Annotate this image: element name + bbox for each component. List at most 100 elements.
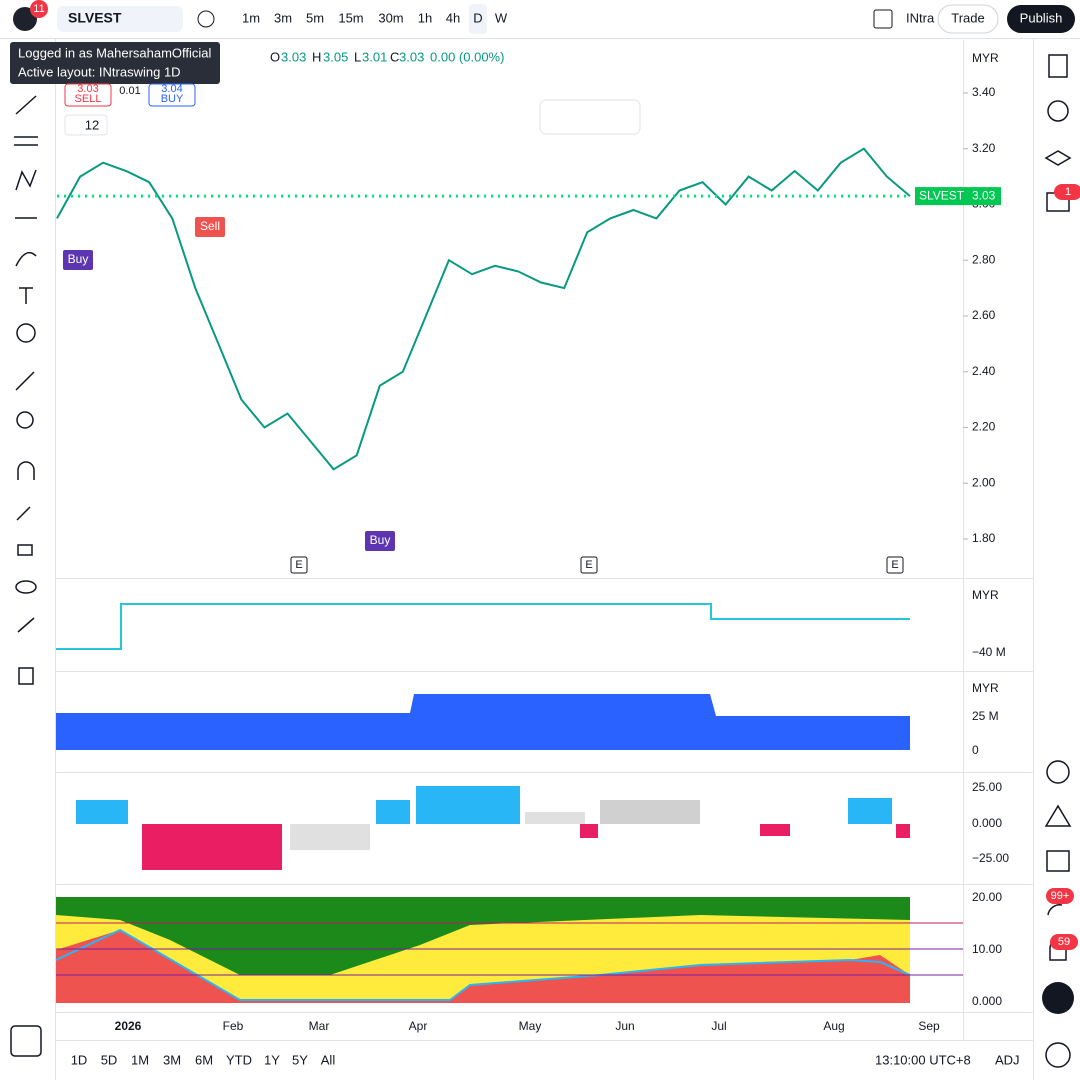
earnings-box bbox=[290, 556, 308, 574]
signal-label: Sell bbox=[200, 219, 220, 233]
interval[interactable]: 3m bbox=[274, 10, 292, 25]
trade-label[interactable]: Trade bbox=[951, 10, 984, 25]
layout-icon[interactable] bbox=[873, 9, 893, 29]
tooltip-user: Logged in as MahersahamOfficial bbox=[18, 45, 212, 60]
pane3-area bbox=[56, 694, 910, 750]
range-button[interactable]: 1D bbox=[71, 1052, 88, 1067]
buy-button[interactable] bbox=[148, 83, 196, 107]
l-value: 3.01 bbox=[362, 49, 387, 64]
apps-button[interactable] bbox=[1042, 982, 1074, 1014]
x-tick-label: Jul bbox=[711, 1019, 726, 1033]
badges: 1 99+ 59 bbox=[1046, 184, 1080, 950]
x-tick-label: Feb bbox=[223, 1019, 244, 1033]
price-tag-name: SLVEST bbox=[919, 188, 965, 202]
badge-count: 1 bbox=[1065, 186, 1071, 198]
h-label: H bbox=[312, 49, 321, 64]
y-tick-label: 2.80 bbox=[972, 252, 996, 266]
price-tag-value: 3.03 bbox=[972, 188, 996, 202]
range-button[interactable]: 5D bbox=[101, 1052, 118, 1067]
badge bbox=[30, 0, 48, 18]
range-button[interactable]: YTD bbox=[226, 1052, 252, 1067]
pane-tick-label: −25.00 bbox=[972, 851, 1009, 865]
y-tick-label: 2.20 bbox=[972, 420, 996, 434]
buy-label[interactable]: BUY bbox=[161, 93, 184, 105]
interval[interactable]: 15m bbox=[338, 10, 363, 25]
x-tick-label: May bbox=[519, 1019, 542, 1033]
frame bbox=[0, 38, 1080, 1080]
clock: 13:10:00 UTC+8 bbox=[875, 1052, 971, 1067]
badge bbox=[1054, 184, 1080, 200]
y-tick-label: 2.00 bbox=[972, 475, 996, 489]
trade-button[interactable] bbox=[937, 4, 999, 34]
symbol[interactable]: SLVEST bbox=[68, 10, 122, 26]
x-tick-label: Jun bbox=[615, 1019, 634, 1033]
earnings-box bbox=[580, 556, 598, 574]
signal-box bbox=[365, 531, 395, 551]
interval[interactable]: W bbox=[495, 10, 508, 25]
currency: MYR bbox=[972, 51, 999, 65]
tooltip bbox=[10, 42, 220, 84]
y-tick-label: 3.20 bbox=[972, 141, 996, 155]
pane4-histogram bbox=[76, 786, 910, 870]
interval[interactable]: 30m bbox=[378, 10, 403, 25]
spread: 0.01 bbox=[119, 85, 140, 97]
earnings-label: E bbox=[585, 559, 592, 571]
range-button[interactable]: 3M bbox=[163, 1052, 181, 1067]
range-button[interactable]: 1Y bbox=[264, 1052, 280, 1067]
x-tick-label: Mar bbox=[309, 1019, 330, 1033]
interval[interactable]: 4h bbox=[446, 10, 460, 25]
l-label: L bbox=[354, 49, 361, 64]
notification-count: 11 bbox=[33, 3, 44, 15]
pane2-line bbox=[56, 603, 910, 650]
pane-tick-label: −40 M bbox=[972, 645, 1006, 659]
c-label: C bbox=[390, 49, 399, 64]
interval[interactable]: 1h bbox=[418, 10, 432, 25]
x-tick-label: 2026 bbox=[115, 1019, 142, 1033]
ohlc-legend: O 3.03 H 3.05 L 3.01 C 3.03 0.00 (0.00%) bbox=[270, 49, 504, 64]
range-button[interactable]: All bbox=[321, 1052, 336, 1067]
panes: MYR −40 M MYR 25 M 0 25.00 0.000 −25.00 20.00 10.… bbox=[972, 588, 1009, 1008]
add-symbol[interactable] bbox=[197, 10, 215, 28]
range-button[interactable]: 6M bbox=[195, 1052, 213, 1067]
signal-label: Buy bbox=[370, 533, 391, 547]
sell-price[interactable]: 3.03 bbox=[77, 83, 98, 95]
x-tick-label: Aug bbox=[823, 1019, 844, 1033]
publish-button[interactable] bbox=[1007, 5, 1075, 33]
pane-tick-label: 0 bbox=[972, 743, 979, 757]
range-button[interactable]: 5Y bbox=[292, 1052, 308, 1067]
right-sidebar[interactable] bbox=[1044, 54, 1072, 1068]
publish-label[interactable]: Publish bbox=[1020, 10, 1063, 25]
symbol-box[interactable] bbox=[57, 6, 183, 32]
buy-price[interactable]: 3.04 bbox=[161, 83, 182, 95]
indicator-count: 12 bbox=[85, 117, 99, 132]
indicator-toggle[interactable] bbox=[64, 114, 108, 136]
pane5-indicator bbox=[55, 897, 963, 1003]
bottom-bar: 13:10:00 UTC+8 ADJ 1D 5D 1M 3M 6M YTD 1Y 5Y All bbox=[71, 1052, 1020, 1067]
drawing-toolbar[interactable] bbox=[539, 99, 641, 135]
pane-tick-label: 25 M bbox=[972, 709, 999, 723]
intervals: 1m 3m 5m 15m 30m 1h 4h D W bbox=[242, 10, 508, 25]
badge bbox=[1046, 888, 1074, 904]
range-button[interactable]: 1M bbox=[131, 1052, 149, 1067]
left-toolbar[interactable] bbox=[10, 95, 42, 1057]
price-line bbox=[56, 147, 911, 471]
x-axis: 2026 Feb Mar Apr May Jun Jul Aug Sep bbox=[115, 1019, 940, 1033]
interval[interactable]: D bbox=[473, 10, 482, 25]
signal-box bbox=[195, 217, 225, 237]
change: 0.00 (0.00%) bbox=[430, 49, 504, 64]
interval[interactable]: 5m bbox=[306, 10, 324, 25]
sell-button[interactable] bbox=[64, 83, 112, 107]
pane-tick-label: 0.000 bbox=[972, 994, 1002, 1008]
tooltip-layout: Active layout: INtraswing 1D bbox=[18, 64, 181, 79]
pane-tick-label: 0.000 bbox=[972, 816, 1002, 830]
interval[interactable]: 1m bbox=[242, 10, 260, 25]
pane-tick-label: 10.00 bbox=[972, 942, 1002, 956]
adjust[interactable]: ADJ bbox=[995, 1052, 1020, 1067]
pane-tick-label: 25.00 bbox=[972, 780, 1002, 794]
sell-label[interactable]: SELL bbox=[75, 93, 102, 105]
o-value: 3.03 bbox=[281, 49, 306, 64]
price-tag bbox=[915, 187, 1001, 206]
badge-count: 99+ bbox=[1051, 890, 1070, 902]
layout-name[interactable]: INtra bbox=[906, 10, 935, 25]
